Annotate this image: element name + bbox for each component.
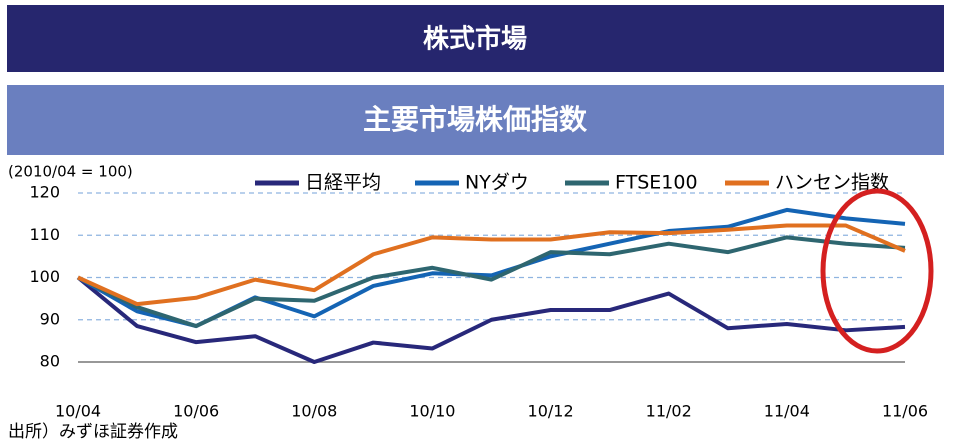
legend-label: ハンセン指数 [775, 172, 889, 194]
header-banner [7, 5, 944, 72]
chart-title: 主要市場株価指数 [363, 103, 588, 136]
x-tick-label: 10/04 [55, 402, 101, 421]
x-tick-label: 10/06 [173, 402, 219, 421]
x-tick-label: 11/04 [764, 402, 810, 421]
series-line [77, 235, 906, 329]
series-line [76, 275, 906, 364]
plot: 80 90 100 110 120 10/04 10/06 10/08 10/10 10/12 11… [29, 172, 928, 421]
legend-label: FTSE100 [615, 172, 698, 194]
x-tick-label: 10/12 [528, 402, 574, 421]
highlight-ellipse [820, 188, 934, 354]
y-tick-label: 120 [29, 183, 60, 202]
y-tick-label: 110 [29, 225, 60, 244]
y-tick-label: 100 [29, 267, 60, 286]
x-tick-label: 11/06 [882, 402, 928, 421]
x-tick-label: 10/10 [409, 402, 455, 421]
y-unit-label: (2010/04 = 100) [8, 163, 133, 181]
chart-banner [7, 85, 944, 155]
legend-label: 日経平均 [305, 172, 381, 194]
series-line [77, 223, 906, 307]
y-tick-label: 90 [40, 309, 60, 328]
legend-label: NYダウ [465, 172, 529, 194]
y-tick-label: 80 [40, 352, 60, 371]
x-tick-label: 11/02 [646, 402, 692, 421]
x-tick-label: 10/08 [291, 402, 337, 421]
header-title: 株式市場 [423, 24, 527, 55]
source-note: 出所）みずほ証券作成 [8, 422, 178, 442]
